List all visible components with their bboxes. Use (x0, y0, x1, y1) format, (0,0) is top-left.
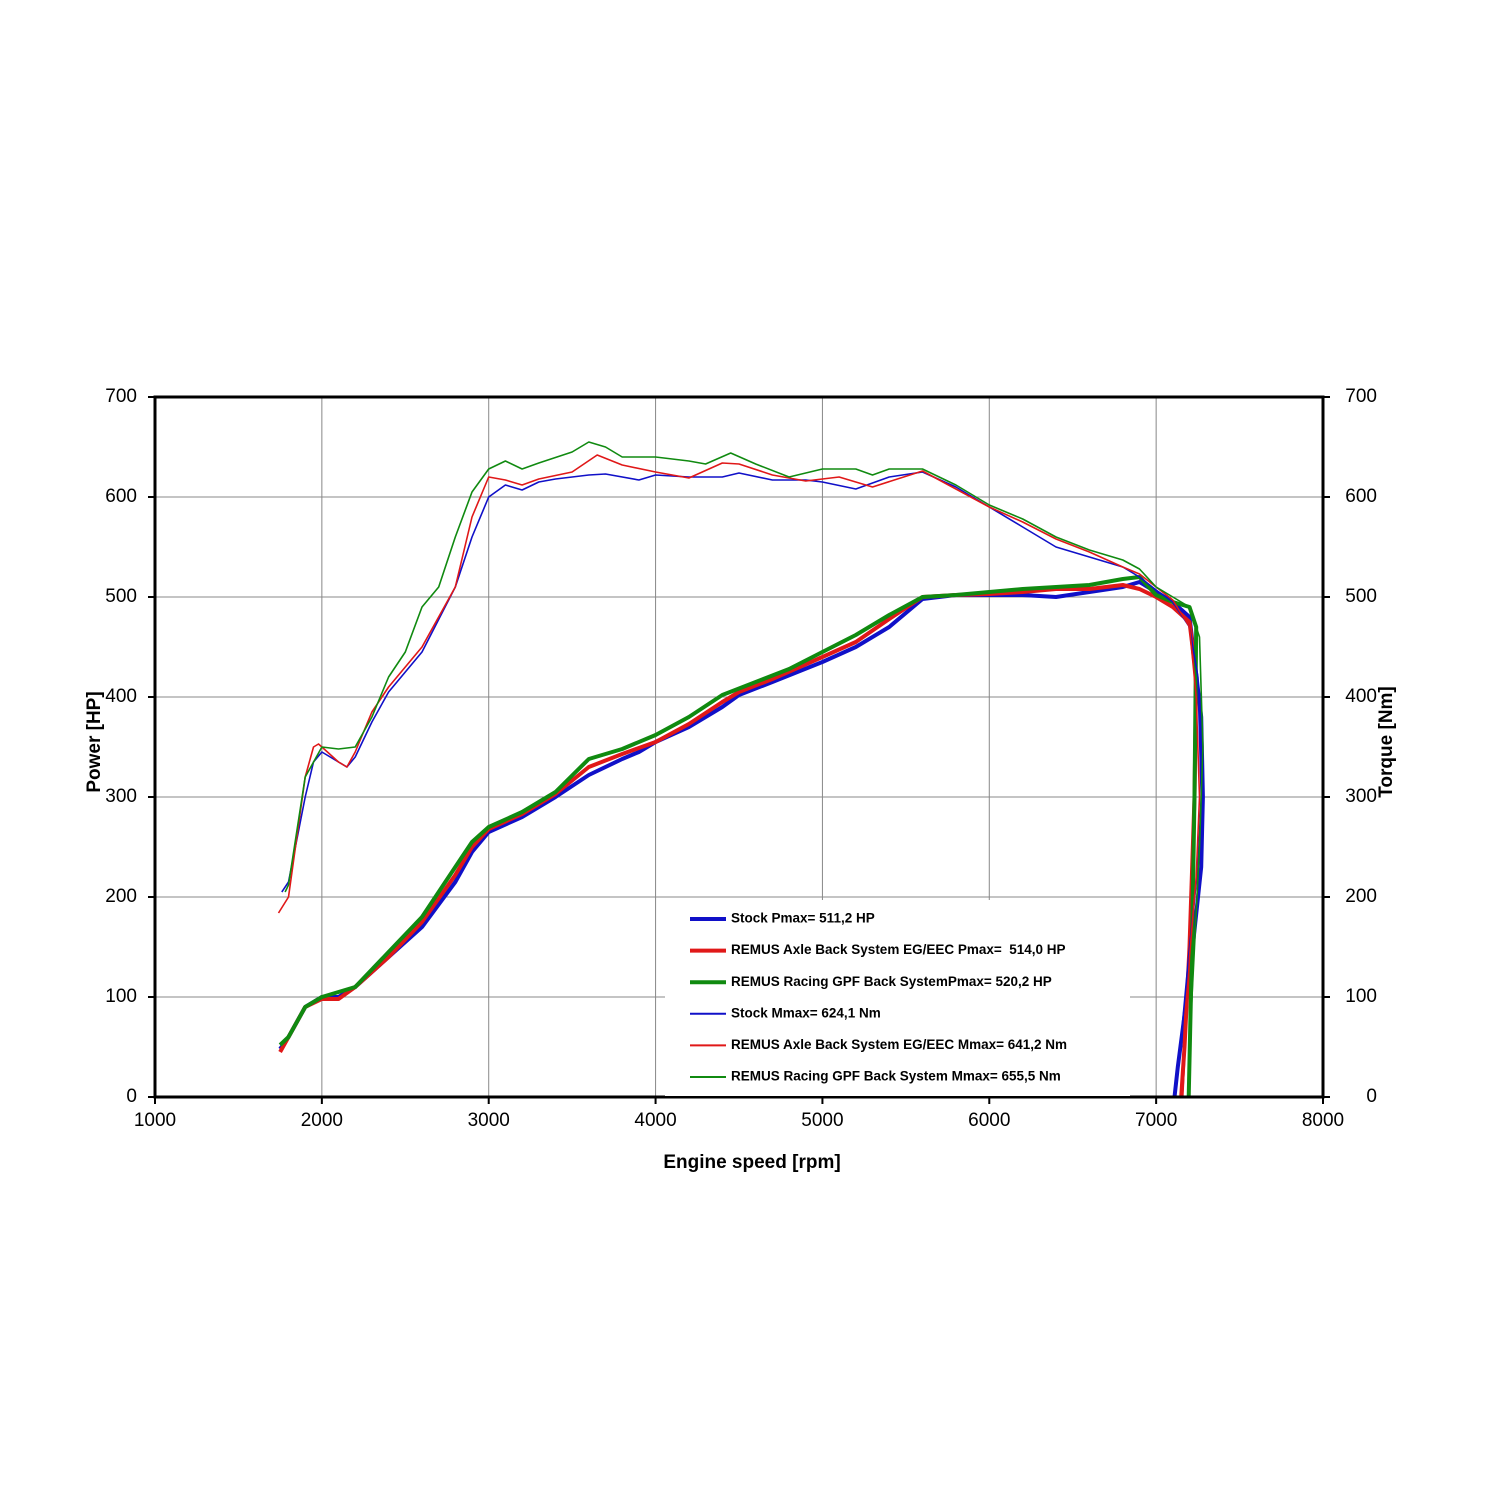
y2-tick-label: 300 (1345, 786, 1377, 807)
line (278, 580, 1205, 1098)
x-tick-label: 1000 (134, 1110, 176, 1131)
y2-axis-label: Torque [Nm] (1376, 686, 1397, 798)
y2-tick-label: 500 (1345, 586, 1377, 607)
x-axis-label: Engine speed [rpm] (663, 1152, 840, 1173)
legend-box (665, 900, 1130, 1096)
line (281, 471, 1202, 1098)
legend-label: Stock Pmax= 511,2 HP (731, 911, 875, 926)
y2-tick-label: 0 (1366, 1086, 1377, 1107)
y-tick-label: 300 (105, 786, 137, 807)
line (277, 454, 1201, 1098)
y-tick-label: 200 (105, 886, 137, 907)
y-tick-label: 500 (105, 586, 137, 607)
x-tick-label: 2000 (301, 1110, 343, 1131)
y-axis-label: Power [HP] (84, 691, 105, 792)
plot-frame (153, 395, 1325, 1099)
x-tick-label: 3000 (468, 1110, 510, 1131)
y-tick-label: 100 (105, 986, 137, 1007)
y-tick-label: 0 (126, 1086, 137, 1107)
y-tick-label: 700 (105, 386, 137, 407)
legend-label: REMUS Racing GPF Back SystemPmax= 520,2 … (731, 974, 1052, 989)
y-tick-label: 600 (105, 486, 137, 507)
x-tick-label: 8000 (1302, 1110, 1344, 1131)
x-tick-label: 6000 (968, 1110, 1010, 1131)
legend-label: REMUS Axle Back System EG/EEC Mmax= 641,… (731, 1037, 1067, 1052)
y2-tick-label: 200 (1345, 886, 1377, 907)
y2-tick-label: 600 (1345, 486, 1377, 507)
x-tick-label: 7000 (1135, 1110, 1177, 1131)
y2-tick-label: 700 (1345, 386, 1377, 407)
line (284, 441, 1204, 1098)
y2-tick-label: 400 (1345, 686, 1377, 707)
legend-label: REMUS Racing GPF Back System Mmax= 655,5… (731, 1069, 1061, 1084)
legend-label: REMUS Axle Back System EG/EEC Pmax= 514,… (731, 942, 1066, 957)
line (278, 583, 1199, 1098)
x-tick-label: 4000 (634, 1110, 676, 1131)
y2-tick-label: 100 (1345, 986, 1377, 1007)
legend-label: Stock Mmax= 624,1 Nm (731, 1005, 881, 1020)
line (278, 575, 1199, 1098)
x-tick-label: 5000 (801, 1110, 843, 1131)
y-tick-label: 400 (105, 686, 137, 707)
